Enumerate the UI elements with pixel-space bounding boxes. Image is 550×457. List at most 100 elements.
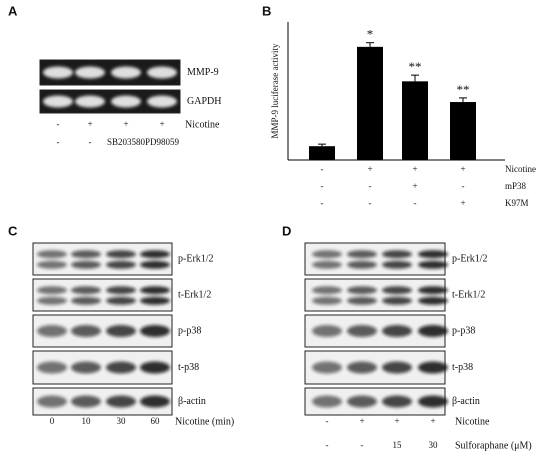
band xyxy=(347,325,377,337)
band xyxy=(312,260,342,269)
band xyxy=(106,250,136,259)
condition-value: + xyxy=(460,198,465,208)
band xyxy=(312,361,342,374)
band xyxy=(37,361,67,374)
blot-label: p-Erk1/2 xyxy=(178,253,214,264)
bar xyxy=(450,102,476,160)
band xyxy=(382,296,412,305)
band xyxy=(71,361,101,374)
condition-value: - xyxy=(326,440,329,450)
bar xyxy=(402,81,428,160)
band xyxy=(37,286,67,295)
band xyxy=(347,260,377,269)
condition-value: 30 xyxy=(429,440,439,450)
condition-value: - xyxy=(369,198,372,208)
condition-value: 10 xyxy=(82,416,92,426)
band xyxy=(382,286,412,295)
blot-strip xyxy=(304,242,446,276)
condition-value: - xyxy=(321,181,324,191)
condition-value: - xyxy=(89,137,92,147)
significance: ** xyxy=(457,82,470,97)
band xyxy=(106,325,136,337)
condition-name: Nicotine xyxy=(505,164,536,174)
bar xyxy=(309,146,335,160)
condition-value: - xyxy=(414,198,417,208)
condition-value: + xyxy=(367,164,372,174)
band xyxy=(140,395,170,408)
condition-value: + xyxy=(460,164,465,174)
condition-value: + xyxy=(159,119,164,129)
band xyxy=(71,325,101,337)
blot-label: β-actin xyxy=(178,396,206,407)
blot-strip xyxy=(32,242,173,276)
band xyxy=(140,296,170,305)
condition-value: + xyxy=(394,416,399,426)
condition-value: + xyxy=(412,181,417,191)
band xyxy=(347,286,377,295)
band xyxy=(37,325,67,337)
band xyxy=(418,361,448,374)
band xyxy=(71,260,101,269)
condition-name: Sulforaphane (μM) xyxy=(455,440,532,451)
band xyxy=(37,260,67,269)
condition-value: - xyxy=(321,198,324,208)
band xyxy=(106,296,136,305)
band xyxy=(71,286,101,295)
band xyxy=(140,250,170,259)
band xyxy=(43,95,73,108)
band xyxy=(418,250,448,259)
blot-strip xyxy=(32,278,173,312)
panel-label: C xyxy=(8,223,18,238)
band xyxy=(312,395,342,408)
panel-label: B xyxy=(262,3,271,18)
band xyxy=(347,361,377,374)
blot-label: p-p38 xyxy=(178,325,201,336)
band xyxy=(111,95,141,108)
band xyxy=(382,395,412,408)
blot-label: t-p38 xyxy=(452,362,473,373)
band xyxy=(382,260,412,269)
panel-label: D xyxy=(282,223,291,238)
band xyxy=(71,250,101,259)
band xyxy=(418,286,448,295)
band xyxy=(37,296,67,305)
blot-label: GAPDH xyxy=(187,96,221,107)
blot-label: t-p38 xyxy=(178,362,199,373)
blot-label: p-p38 xyxy=(452,325,475,336)
blot-label: β-actin xyxy=(452,396,480,407)
band xyxy=(147,66,177,79)
band xyxy=(418,260,448,269)
band xyxy=(418,395,448,408)
condition-value: - xyxy=(321,164,324,174)
band xyxy=(418,296,448,305)
band xyxy=(43,66,73,79)
blot-label: p-Erk1/2 xyxy=(452,253,488,264)
blot-strip xyxy=(304,278,446,312)
blot-label: t-Erk1/2 xyxy=(178,289,211,300)
condition-value: PD98059 xyxy=(145,137,180,147)
band xyxy=(382,250,412,259)
condition-name: Nicotine (min) xyxy=(175,416,234,427)
condition-value: SB203580 xyxy=(107,137,146,147)
blot-label: t-Erk1/2 xyxy=(452,289,485,300)
condition-value: + xyxy=(87,119,92,129)
condition-value: 30 xyxy=(117,416,127,426)
condition-value: - xyxy=(462,181,465,191)
bar xyxy=(357,46,383,161)
condition-value: + xyxy=(430,416,435,426)
band xyxy=(75,66,105,79)
band xyxy=(106,361,136,374)
band xyxy=(37,250,67,259)
band xyxy=(75,95,105,108)
band xyxy=(312,325,342,337)
condition-value: + xyxy=(359,416,364,426)
band xyxy=(140,286,170,295)
significance: ** xyxy=(409,59,422,74)
band xyxy=(106,286,136,295)
band xyxy=(347,296,377,305)
band xyxy=(71,296,101,305)
condition-value: - xyxy=(57,137,60,147)
condition-value: + xyxy=(123,119,128,129)
band xyxy=(312,296,342,305)
